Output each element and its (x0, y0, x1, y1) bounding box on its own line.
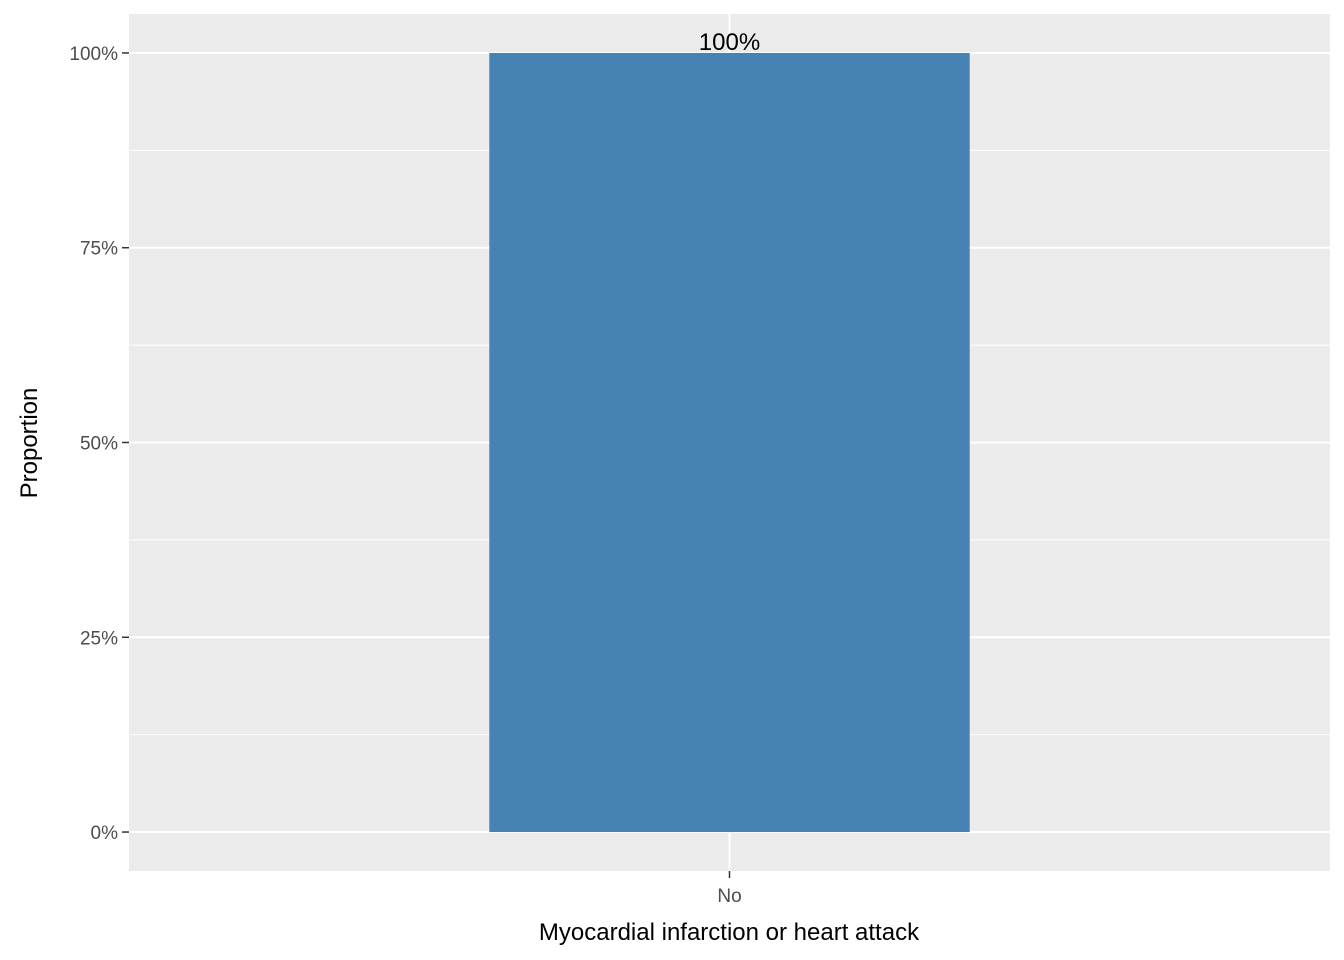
y-tick-label: 0% (91, 823, 119, 844)
y-axis: 0% 25% 50% 75% 100% (69, 44, 129, 844)
y-tick-label: 25% (80, 628, 118, 649)
y-axis-title: Proportion (16, 388, 43, 499)
x-tick-label: No (717, 886, 741, 907)
x-axis-title: Myocardial infarction or heart attack (539, 919, 920, 946)
y-tick-label: 50% (80, 434, 118, 455)
y-tick-label: 100% (69, 44, 118, 65)
y-tick-label: 75% (80, 239, 118, 260)
bar-no (489, 52, 970, 833)
data-labels: 100% (699, 29, 760, 56)
bars (489, 52, 970, 833)
x-axis: No (717, 871, 742, 907)
data-label: 100% (699, 29, 760, 56)
